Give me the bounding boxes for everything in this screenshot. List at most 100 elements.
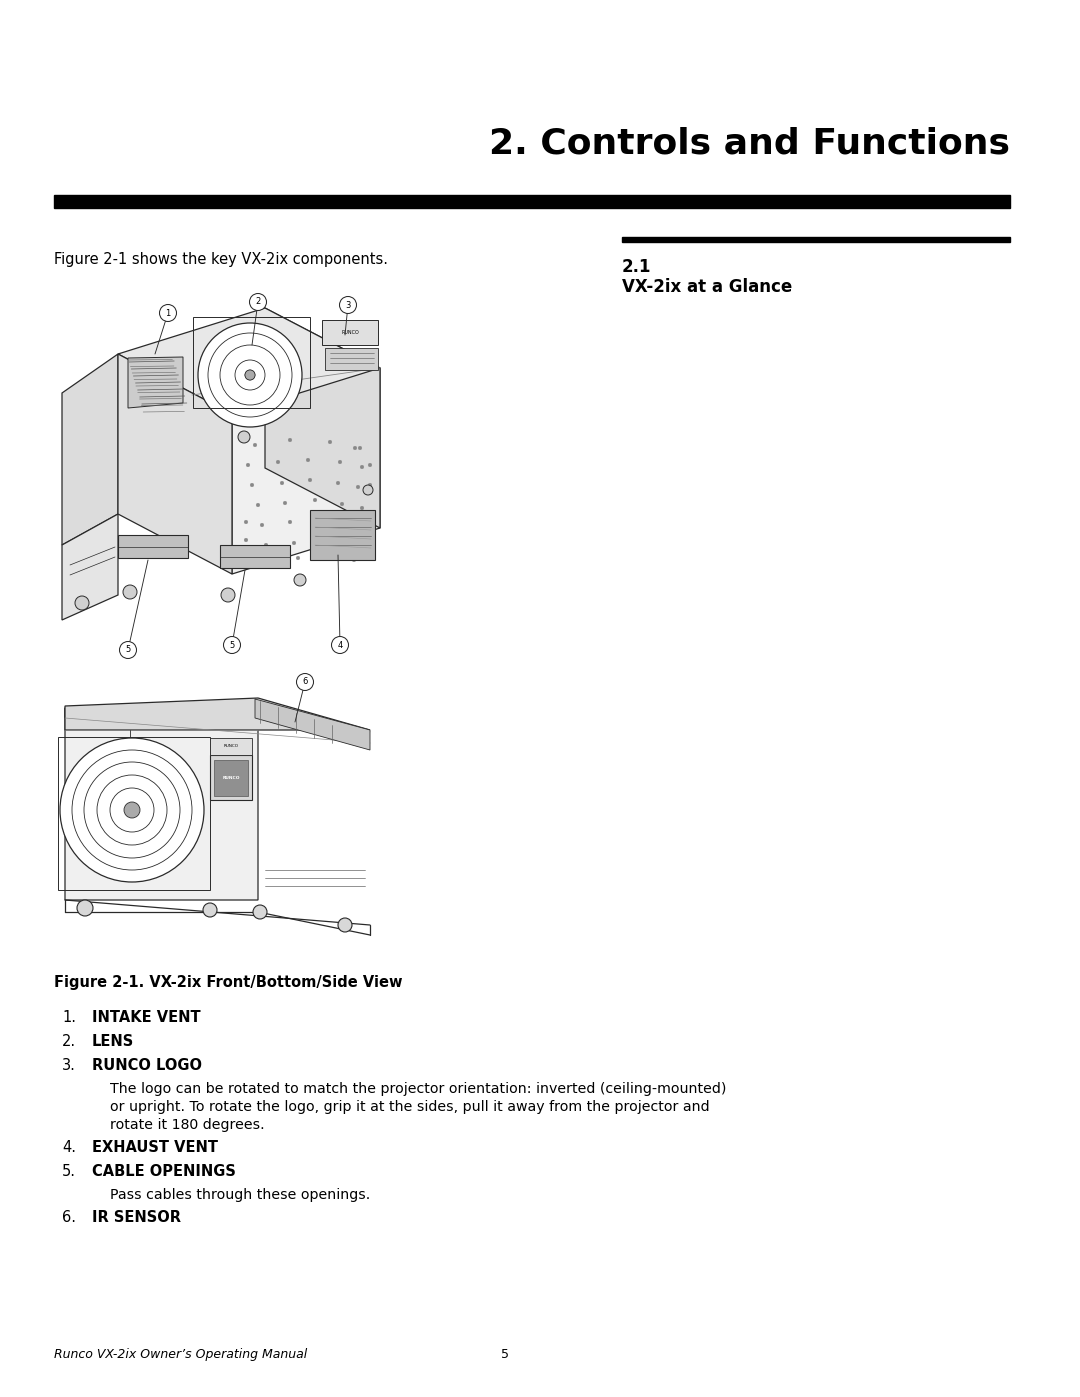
Circle shape: [296, 556, 300, 560]
Circle shape: [320, 538, 324, 542]
Text: RUNCO: RUNCO: [224, 745, 239, 747]
Polygon shape: [62, 353, 118, 545]
Circle shape: [356, 485, 360, 489]
Circle shape: [345, 522, 348, 525]
Text: 1.: 1.: [62, 1010, 76, 1025]
Circle shape: [363, 485, 373, 495]
Circle shape: [352, 559, 355, 562]
Circle shape: [260, 524, 264, 527]
Text: 4: 4: [337, 640, 342, 650]
Circle shape: [244, 556, 247, 560]
Circle shape: [220, 345, 280, 405]
Circle shape: [363, 527, 367, 529]
Text: RUNCO: RUNCO: [341, 330, 359, 334]
Polygon shape: [325, 348, 378, 370]
Circle shape: [245, 370, 255, 380]
Text: 2. Controls and Functions: 2. Controls and Functions: [489, 126, 1010, 161]
Circle shape: [251, 483, 254, 486]
Polygon shape: [65, 700, 370, 732]
Circle shape: [313, 499, 316, 502]
Circle shape: [110, 788, 154, 833]
Circle shape: [348, 542, 352, 546]
Circle shape: [224, 637, 241, 654]
Circle shape: [368, 483, 372, 486]
Circle shape: [244, 538, 247, 542]
Polygon shape: [129, 358, 183, 408]
Circle shape: [97, 775, 167, 845]
Text: IR SENSOR: IR SENSOR: [92, 1210, 181, 1225]
Circle shape: [307, 458, 310, 462]
Circle shape: [124, 802, 140, 819]
Text: 3: 3: [346, 300, 351, 310]
Polygon shape: [210, 754, 252, 800]
Bar: [54, 196, 1010, 208]
Circle shape: [256, 503, 260, 507]
Circle shape: [203, 902, 217, 916]
Polygon shape: [65, 698, 370, 731]
Polygon shape: [214, 760, 248, 796]
Polygon shape: [62, 514, 118, 620]
Circle shape: [338, 460, 341, 464]
Polygon shape: [255, 698, 370, 750]
Text: Figure 2-1 shows the key VX-2ix components.: Figure 2-1 shows the key VX-2ix componen…: [54, 251, 388, 267]
Text: 2: 2: [255, 298, 260, 306]
Circle shape: [221, 588, 235, 602]
Circle shape: [265, 543, 268, 546]
Circle shape: [244, 520, 247, 524]
Polygon shape: [220, 545, 291, 569]
Text: 5: 5: [125, 645, 131, 655]
Circle shape: [77, 900, 93, 916]
Circle shape: [294, 574, 306, 585]
Text: Runco VX-2ix Owner’s Operating Manual: Runco VX-2ix Owner’s Operating Manual: [54, 1348, 307, 1361]
Circle shape: [336, 481, 340, 485]
Text: The logo can be rotated to match the projector orientation: inverted (ceiling-mo: The logo can be rotated to match the pro…: [110, 1083, 727, 1097]
Polygon shape: [65, 700, 258, 900]
Circle shape: [332, 637, 349, 654]
Polygon shape: [322, 320, 378, 345]
Circle shape: [280, 481, 284, 485]
Circle shape: [324, 555, 328, 557]
Text: RUNCO: RUNCO: [222, 775, 240, 780]
Circle shape: [160, 305, 176, 321]
Circle shape: [246, 464, 249, 467]
Circle shape: [328, 440, 332, 444]
Polygon shape: [210, 738, 252, 754]
Circle shape: [339, 296, 356, 313]
Circle shape: [361, 465, 364, 469]
Polygon shape: [310, 510, 375, 560]
Text: INTAKE VENT: INTAKE VENT: [92, 1010, 201, 1025]
Circle shape: [288, 520, 292, 524]
Polygon shape: [118, 535, 188, 557]
Text: 3.: 3.: [63, 1058, 76, 1073]
Circle shape: [293, 541, 296, 545]
Text: LENS: LENS: [92, 1034, 134, 1049]
Circle shape: [368, 464, 372, 467]
Text: Pass cables through these openings.: Pass cables through these openings.: [110, 1187, 370, 1201]
Polygon shape: [118, 307, 380, 414]
Text: 6: 6: [302, 678, 308, 686]
Circle shape: [60, 738, 204, 882]
Circle shape: [283, 502, 287, 504]
Text: Figure 2-1. VX-2ix Front/Bottom/Side View: Figure 2-1. VX-2ix Front/Bottom/Side Vie…: [54, 975, 403, 990]
Circle shape: [297, 673, 313, 690]
Circle shape: [120, 641, 136, 658]
Text: CABLE OPENINGS: CABLE OPENINGS: [92, 1164, 235, 1179]
Circle shape: [253, 905, 267, 919]
Text: or upright. To rotate the logo, grip it at the sides, pull it away from the proj: or upright. To rotate the logo, grip it …: [110, 1099, 710, 1113]
Text: rotate it 180 degrees.: rotate it 180 degrees.: [110, 1118, 265, 1132]
Circle shape: [276, 460, 280, 464]
Text: 5.: 5.: [62, 1164, 76, 1179]
Text: RUNCO: RUNCO: [221, 774, 241, 780]
Circle shape: [235, 360, 265, 390]
Text: 6.: 6.: [62, 1210, 76, 1225]
Circle shape: [340, 502, 343, 506]
Text: 5: 5: [229, 640, 234, 650]
Circle shape: [353, 446, 356, 450]
Circle shape: [75, 597, 89, 610]
Polygon shape: [265, 307, 380, 528]
Polygon shape: [232, 367, 380, 574]
Circle shape: [198, 323, 302, 427]
Circle shape: [253, 443, 257, 447]
Circle shape: [316, 518, 320, 522]
Text: 1: 1: [165, 309, 171, 317]
